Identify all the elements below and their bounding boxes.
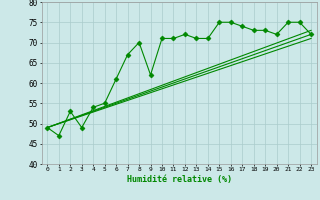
X-axis label: Humidité relative (%): Humidité relative (%)	[127, 175, 232, 184]
